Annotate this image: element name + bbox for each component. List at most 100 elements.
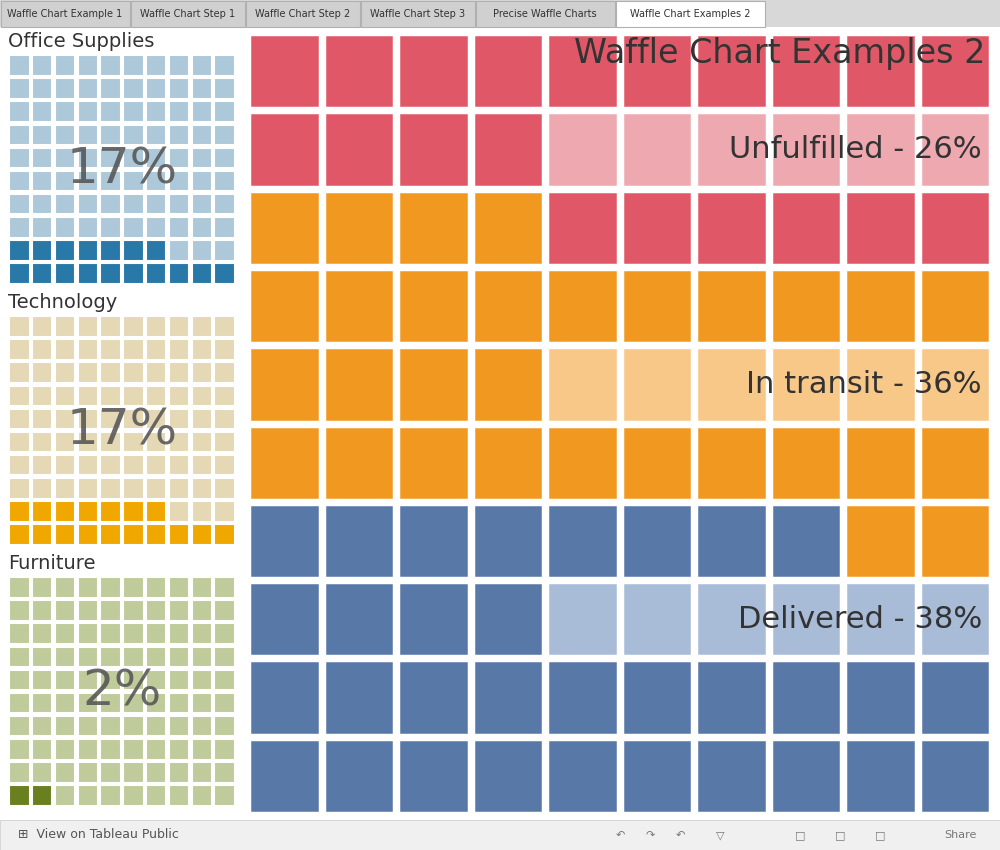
Bar	[324, 660, 394, 734]
Bar	[9, 739, 30, 760]
Bar	[249, 582, 320, 656]
Bar	[78, 739, 98, 760]
Bar	[100, 785, 121, 806]
Bar	[770, 347, 841, 422]
Bar	[146, 409, 166, 429]
Bar	[78, 362, 98, 383]
Bar	[169, 55, 189, 76]
Bar	[55, 647, 75, 667]
Bar	[146, 478, 166, 499]
Bar	[192, 762, 212, 783]
Bar	[32, 125, 52, 145]
Bar	[547, 739, 618, 813]
Bar	[920, 269, 990, 343]
Bar	[146, 240, 166, 261]
Bar	[78, 171, 98, 191]
Bar	[78, 432, 98, 452]
Bar	[146, 264, 166, 284]
Bar	[32, 501, 52, 522]
Bar	[249, 34, 320, 108]
Bar	[324, 739, 394, 813]
Bar	[32, 264, 52, 284]
Text: 17%: 17%	[66, 145, 178, 194]
Bar	[246, 1, 360, 26]
Bar	[845, 426, 916, 500]
Text: Unfulfilled - 26%: Unfulfilled - 26%	[729, 135, 982, 164]
Bar	[78, 670, 98, 690]
Bar	[9, 101, 30, 122]
Text: Furniture: Furniture	[8, 554, 96, 573]
Bar	[0, 0, 1000, 27]
Bar	[192, 125, 212, 145]
Bar	[123, 501, 144, 522]
Bar	[616, 1, 765, 26]
Bar	[169, 264, 189, 284]
Bar	[32, 386, 52, 406]
Bar	[32, 577, 52, 598]
Bar	[473, 34, 543, 108]
Bar	[845, 582, 916, 656]
Bar	[32, 55, 52, 76]
Bar	[32, 171, 52, 191]
Bar	[214, 339, 235, 360]
Bar	[249, 660, 320, 734]
Bar	[32, 739, 52, 760]
Bar	[398, 34, 468, 108]
Bar	[845, 504, 916, 578]
Bar	[214, 716, 235, 736]
Bar	[920, 347, 990, 422]
Bar	[249, 504, 320, 578]
Bar	[622, 347, 692, 422]
Bar	[920, 190, 990, 265]
Bar	[123, 623, 144, 644]
Bar	[192, 148, 212, 168]
Bar	[622, 34, 692, 108]
Text: ▽: ▽	[716, 830, 724, 840]
Bar	[398, 269, 468, 343]
Bar	[547, 112, 618, 187]
Bar	[845, 269, 916, 343]
Bar	[845, 347, 916, 422]
Bar	[360, 1, 475, 26]
Bar	[192, 264, 212, 284]
Bar	[55, 194, 75, 214]
Bar	[169, 693, 189, 713]
Bar	[55, 716, 75, 736]
Bar	[169, 432, 189, 452]
Bar	[622, 112, 692, 187]
Bar	[398, 190, 468, 265]
Bar	[9, 316, 30, 337]
Bar	[9, 125, 30, 145]
Bar	[770, 739, 841, 813]
Bar	[214, 194, 235, 214]
Bar	[123, 125, 144, 145]
Bar	[398, 112, 468, 187]
Bar	[100, 600, 121, 621]
Bar	[9, 501, 30, 522]
Bar	[55, 101, 75, 122]
Bar	[192, 785, 212, 806]
Bar	[32, 78, 52, 99]
Bar	[100, 148, 121, 168]
Bar	[622, 504, 692, 578]
Bar	[547, 190, 618, 265]
Text: Waffle Chart Step 3: Waffle Chart Step 3	[370, 8, 465, 19]
Bar	[123, 264, 144, 284]
Bar	[146, 125, 166, 145]
Bar	[55, 55, 75, 76]
Text: In transit - 36%: In transit - 36%	[746, 370, 982, 399]
Bar	[192, 78, 212, 99]
Bar	[214, 171, 235, 191]
Bar	[547, 347, 618, 422]
Bar	[9, 362, 30, 383]
Bar	[192, 240, 212, 261]
Bar	[192, 501, 212, 522]
Bar	[32, 194, 52, 214]
Bar	[100, 716, 121, 736]
Bar	[100, 316, 121, 337]
Bar	[32, 647, 52, 667]
Bar	[169, 478, 189, 499]
Bar	[130, 1, 244, 26]
Bar	[169, 316, 189, 337]
Bar	[547, 426, 618, 500]
